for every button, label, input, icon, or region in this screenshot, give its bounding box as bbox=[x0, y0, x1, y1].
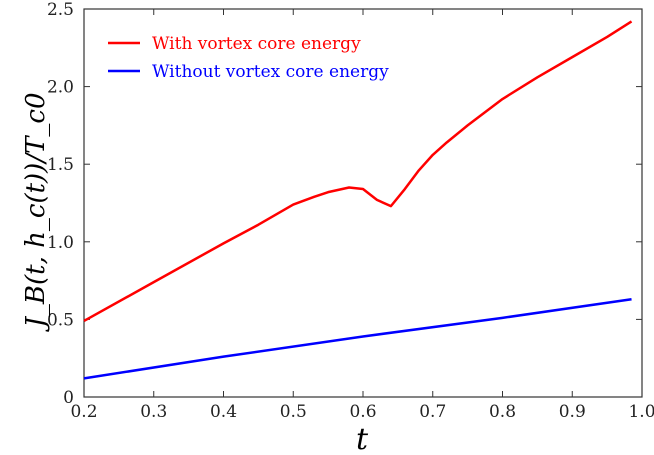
y-tick-label: 1.5 bbox=[47, 155, 74, 175]
x-tick-label: 0.9 bbox=[559, 402, 586, 422]
x-tick-label: 0.2 bbox=[70, 402, 97, 422]
x-axis-label: t bbox=[356, 422, 369, 455]
y-tick-label: 0.5 bbox=[47, 310, 74, 330]
series-line-with-core bbox=[83, 20, 633, 323]
x-tick-label: 0.5 bbox=[280, 402, 307, 422]
y-axis-label: J_B(t, h_c(t))/T_c0 bbox=[21, 92, 51, 332]
legend-label-with-core: With vortex core energy bbox=[152, 34, 361, 54]
y-tick-label: 2.5 bbox=[47, 0, 74, 20]
legend-label-without-core: Without vortex core energy bbox=[152, 62, 389, 82]
x-tick-label: 0.6 bbox=[349, 402, 376, 422]
y-tick-label: 0 bbox=[63, 388, 74, 408]
series-lines bbox=[83, 20, 633, 380]
series-line-without-core bbox=[83, 297, 632, 380]
x-tick-label: 0.4 bbox=[210, 402, 237, 422]
x-tick-label: 0.7 bbox=[419, 402, 446, 422]
y-tick-label: 2.0 bbox=[47, 78, 74, 98]
x-tick-label: 0.3 bbox=[140, 402, 167, 422]
y-tick-label: 1.0 bbox=[47, 233, 74, 253]
x-tick-label: 1.0 bbox=[628, 402, 654, 422]
ticks: 0.2 0.3 0.4 0.5 0.6 0.7 0.8 0.9 1.0 0 0.5 1.0 1.5 2.0… bbox=[47, 0, 654, 422]
legend: With vortex core energy Without vortex c… bbox=[108, 34, 389, 82]
x-tick-label: 0.8 bbox=[489, 402, 516, 422]
